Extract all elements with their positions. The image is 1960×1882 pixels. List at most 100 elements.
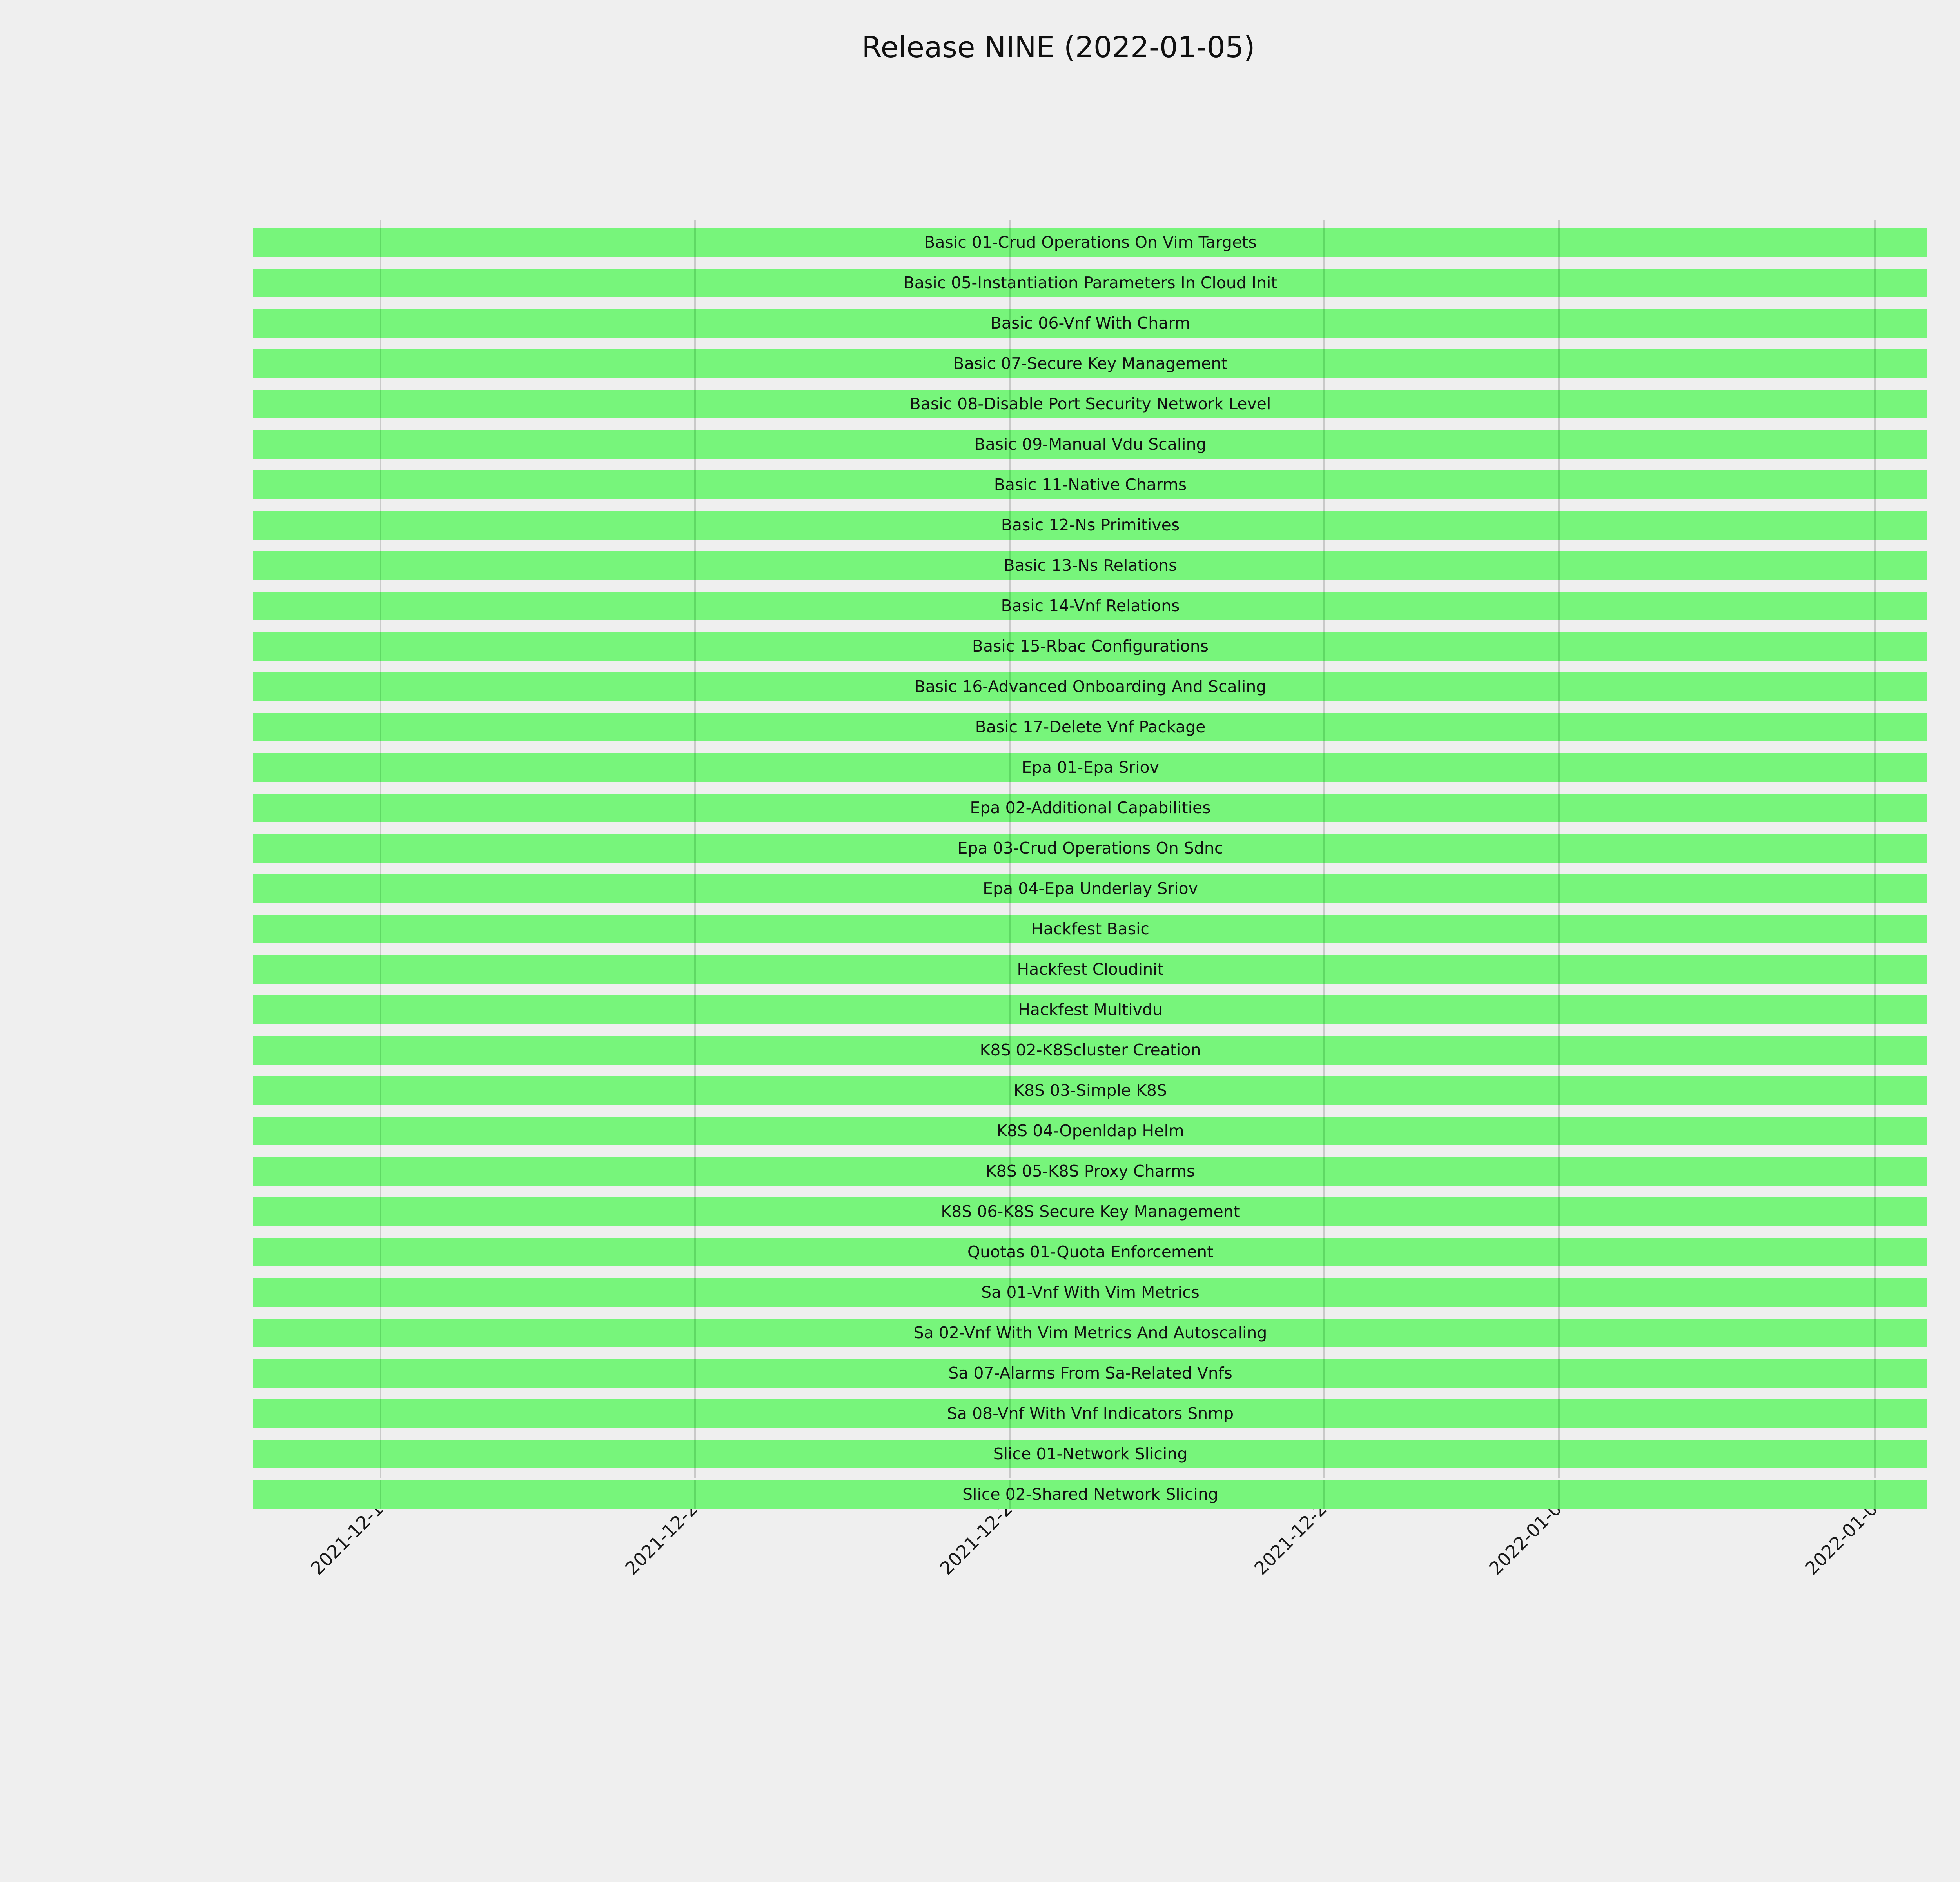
gantt-row[interactable]: Epa 02-Additional Capabilities: [253, 794, 1927, 822]
gantt-bar[interactable]: [253, 753, 1927, 782]
gantt-bar[interactable]: [253, 390, 1927, 418]
gantt-row[interactable]: K8S 06-K8S Secure Key Management: [253, 1197, 1927, 1226]
gantt-bar[interactable]: [253, 1359, 1927, 1388]
gantt-row[interactable]: Basic 11-Native Charms: [253, 470, 1927, 499]
gantt-bar[interactable]: [253, 1076, 1927, 1105]
gantt-bar-label: Sa 07-Alarms From Sa-Related Vnfs: [948, 1364, 1232, 1382]
gantt-bar-label: Sa 02-Vnf With Vim Metrics And Autoscali…: [913, 1323, 1267, 1342]
gantt-bar-label: Basic 11-Native Charms: [994, 475, 1187, 494]
gantt-row[interactable]: Basic 13-Ns Relations: [253, 551, 1927, 580]
gantt-row[interactable]: K8S 03-Simple K8S: [253, 1076, 1927, 1105]
gantt-bar[interactable]: [253, 1278, 1927, 1307]
gantt-row[interactable]: Epa 04-Epa Underlay Sriov: [253, 874, 1927, 903]
gantt-bar-label: Hackfest Basic: [1031, 919, 1149, 938]
gantt-bar-label: K8S 06-K8S Secure Key Management: [941, 1202, 1240, 1221]
gantt-bar[interactable]: [253, 794, 1927, 822]
gantt-bar-label: Basic 05-Instantiation Parameters In Clo…: [903, 273, 1278, 292]
gantt-row[interactable]: Hackfest Basic: [253, 915, 1927, 943]
gantt-bar[interactable]: [253, 1440, 1927, 1468]
gantt-bar-label: K8S 02-K8Scluster Creation: [980, 1041, 1201, 1059]
gantt-row[interactable]: Basic 01-Crud Operations On Vim Targets: [253, 228, 1927, 257]
gantt-bar[interactable]: [253, 713, 1927, 741]
x-tick-label: 2022-01-01: [1485, 1490, 1574, 1579]
gantt-row[interactable]: Basic 09-Manual Vdu Scaling: [253, 430, 1927, 459]
x-tick-label: 2022-01-05: [1800, 1490, 1890, 1579]
gantt-row[interactable]: Slice 02-Shared Network Slicing: [253, 1480, 1927, 1509]
gantt-bar-label: Basic 17-Delete Vnf Package: [975, 718, 1206, 736]
gantt-row[interactable]: K8S 04-Openldap Helm: [253, 1117, 1927, 1145]
gantt-row[interactable]: Basic 16-Advanced Onboarding And Scaling: [253, 672, 1927, 701]
gantt-row[interactable]: Basic 15-Rbac Configurations: [253, 632, 1927, 661]
gantt-bar-label: Epa 01-Epa Sriov: [1022, 758, 1159, 777]
gantt-bar[interactable]: [253, 1480, 1927, 1509]
gantt-row[interactable]: Basic 05-Instantiation Parameters In Clo…: [253, 269, 1927, 297]
gantt-bar-label: Basic 12-Ns Primitives: [1001, 516, 1180, 534]
gantt-row[interactable]: Sa 07-Alarms From Sa-Related Vnfs: [253, 1359, 1927, 1388]
gantt-bar-label: Slice 01-Network Slicing: [993, 1444, 1188, 1463]
gantt-bar[interactable]: [253, 834, 1927, 863]
gantt-bar-label: K8S 05-K8S Proxy Charms: [985, 1162, 1195, 1181]
gantt-bar-label: Basic 09-Manual Vdu Scaling: [974, 435, 1207, 454]
gantt-bar[interactable]: [253, 551, 1927, 580]
gantt-bar-label: Basic 01-Crud Operations On Vim Targets: [924, 233, 1257, 252]
gantt-row[interactable]: Basic 14-Vnf Relations: [253, 592, 1927, 620]
gantt-bar[interactable]: [253, 1117, 1927, 1145]
gantt-bar[interactable]: [253, 470, 1927, 499]
gantt-bar[interactable]: [253, 1157, 1927, 1186]
gantt-row[interactable]: Slice 01-Network Slicing: [253, 1440, 1927, 1468]
gantt-bar[interactable]: [253, 511, 1927, 540]
gantt-bar[interactable]: [253, 672, 1927, 701]
gantt-bar-label: Slice 02-Shared Network Slicing: [962, 1485, 1218, 1504]
gantt-bar[interactable]: [253, 349, 1927, 378]
gantt-bar-label: Basic 13-Ns Relations: [1004, 556, 1177, 575]
gantt-bar[interactable]: [253, 309, 1927, 338]
gantt-bar-label: Hackfest Cloudinit: [1017, 960, 1164, 979]
plot-area: Basic 01-Crud Operations On Vim Targets B…: [253, 220, 1927, 1509]
gantt-row[interactable]: Sa 08-Vnf With Vnf Indicators Snmp: [253, 1399, 1927, 1428]
gantt-row[interactable]: Basic 17-Delete Vnf Package: [253, 713, 1927, 741]
gantt-row[interactable]: Basic 12-Ns Primitives: [253, 511, 1927, 540]
gantt-bar-label: Hackfest Multivdu: [1018, 1000, 1163, 1019]
gantt-bar[interactable]: [253, 430, 1927, 459]
gantt-bar[interactable]: [253, 874, 1927, 903]
gantt-row[interactable]: Basic 08-Disable Port Security Network L…: [253, 390, 1927, 418]
gantt-bar[interactable]: [253, 228, 1927, 257]
gantt-row[interactable]: K8S 02-K8Scluster Creation: [253, 1036, 1927, 1065]
gantt-row[interactable]: Sa 02-Vnf With Vim Metrics And Autoscali…: [253, 1319, 1927, 1347]
gantt-bar-label: Basic 06-Vnf With Charm: [990, 314, 1191, 332]
gantt-row[interactable]: Epa 01-Epa Sriov: [253, 753, 1927, 782]
gantt-bar[interactable]: [253, 955, 1927, 984]
gantt-row[interactable]: Sa 01-Vnf With Vim Metrics: [253, 1278, 1927, 1307]
gantt-bar[interactable]: [253, 269, 1927, 297]
gantt-bar[interactable]: [253, 632, 1927, 661]
gantt-row[interactable]: Basic 07-Secure Key Management: [253, 349, 1927, 378]
gantt-bar-label: Sa 01-Vnf With Vim Metrics: [981, 1283, 1200, 1302]
gantt-bar-label: K8S 03-Simple K8S: [1013, 1081, 1167, 1100]
gantt-bar-label: Sa 08-Vnf With Vnf Indicators Snmp: [947, 1404, 1234, 1423]
gantt-bar-label: Basic 16-Advanced Onboarding And Scaling: [914, 677, 1267, 696]
gantt-row[interactable]: Hackfest Multivdu: [253, 995, 1927, 1024]
gantt-row[interactable]: Quotas 01-Quota Enforcement: [253, 1238, 1927, 1266]
x-tick-label: 2021-12-21: [621, 1490, 710, 1579]
gantt-bar[interactable]: [253, 995, 1927, 1024]
gantt-bar-label: Epa 03-Crud Operations On Sdnc: [957, 839, 1223, 857]
gantt-row[interactable]: Epa 03-Crud Operations On Sdnc: [253, 834, 1927, 863]
gantt-row[interactable]: Basic 06-Vnf With Charm: [253, 309, 1927, 338]
gantt-bar[interactable]: [253, 1238, 1927, 1266]
gantt-bar-label: Quotas 01-Quota Enforcement: [967, 1243, 1214, 1261]
gantt-bar[interactable]: [253, 915, 1927, 943]
gantt-bar[interactable]: [253, 1036, 1927, 1065]
chart-title: Release NINE (2022-01-05): [862, 31, 1255, 64]
gantt-bar[interactable]: [253, 1399, 1927, 1428]
gantt-row[interactable]: Hackfest Cloudinit: [253, 955, 1927, 984]
x-tick-label: 2021-12-17: [306, 1490, 396, 1579]
gantt-bars-layer: Basic 01-Crud Operations On Vim Targets B…: [253, 220, 1927, 1509]
gantt-bar[interactable]: [253, 1197, 1927, 1226]
gantt-bar[interactable]: [253, 592, 1927, 620]
x-tick-label: 2021-12-29: [1250, 1490, 1339, 1579]
gantt-bar-label: Basic 14-Vnf Relations: [1001, 596, 1180, 615]
gantt-bar[interactable]: [253, 1319, 1927, 1347]
gantt-row[interactable]: K8S 05-K8S Proxy Charms: [253, 1157, 1927, 1186]
gantt-bar-label: Basic 08-Disable Port Security Network L…: [909, 394, 1271, 413]
